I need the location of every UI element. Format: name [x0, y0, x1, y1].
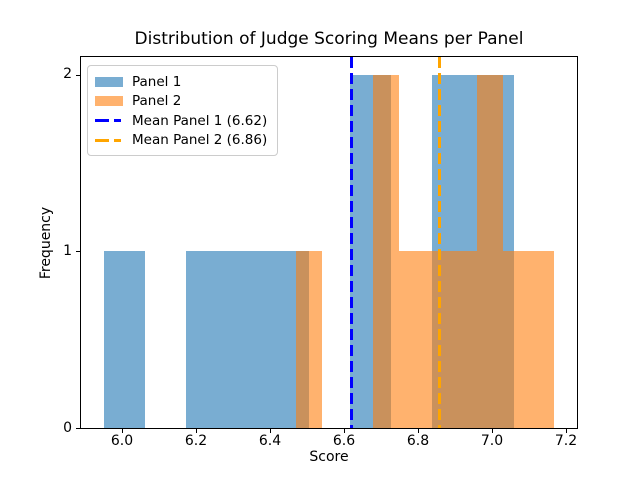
- y-axis-label: Frequency: [38, 206, 54, 280]
- mean-line-mean-panel-1: [349, 57, 353, 428]
- x-tick: [492, 429, 493, 433]
- x-tick-label: 7.0: [480, 433, 504, 449]
- x-tick-label: 6.0: [110, 433, 134, 449]
- hist-bar-panel-1: [185, 251, 227, 428]
- legend-label: Mean Panel 1 (6.62): [132, 112, 268, 129]
- x-tick: [344, 429, 345, 433]
- hist-bar-panel-2: [476, 74, 503, 428]
- hist-bar-panel-2: [373, 74, 400, 428]
- x-axis-label: Score: [309, 449, 349, 465]
- legend-dashed-line-swatch: [95, 138, 123, 142]
- x-tick-label: 6.2: [184, 433, 208, 449]
- hist-bar-panel-1: [226, 251, 268, 428]
- legend-label: Panel 1: [132, 73, 182, 90]
- y-tick-label: 0: [63, 419, 72, 436]
- legend-label: Mean Panel 2 (6.86): [132, 132, 268, 149]
- legend: Panel 1 Panel 2 Mean Panel 1 (6.62) Mean Pa…: [87, 65, 278, 156]
- legend-row: Panel 2: [95, 92, 270, 112]
- mean-line-mean-panel-2: [438, 57, 442, 428]
- hist-bar-panel-2: [528, 251, 555, 428]
- hist-bar-panel-2: [399, 251, 426, 428]
- hist-bar-panel-2: [425, 251, 451, 428]
- y-tick: [76, 75, 80, 76]
- hist-bar-panel-2: [451, 251, 477, 428]
- bars-layer: [81, 57, 577, 428]
- legend-dashed-line-swatch: [95, 119, 123, 123]
- plot-area: Panel 1 Panel 2 Mean Panel 1 (6.62) Mean Pa…: [80, 56, 578, 429]
- legend-row: Mean Panel 1 (6.62): [95, 111, 270, 131]
- legend-row: Panel 1: [95, 72, 270, 92]
- x-tick: [418, 429, 419, 433]
- legend-patch-swatch: [95, 76, 123, 87]
- hist-bar-panel-2: [502, 251, 529, 428]
- x-tick: [196, 429, 197, 433]
- x-tick-label: 6.4: [258, 433, 282, 449]
- chart-title: Distribution of Judge Scoring Means per …: [134, 29, 524, 49]
- legend-row: Mean Panel 2 (6.86): [95, 131, 270, 151]
- legend-patch-swatch: [95, 96, 123, 107]
- hist-bar-panel-1: [103, 251, 145, 428]
- x-tick-label: 6.8: [406, 433, 430, 449]
- legend-label: Panel 2: [132, 93, 182, 110]
- y-tick-label: 2: [63, 66, 72, 83]
- x-tick: [566, 429, 567, 433]
- x-tick: [122, 429, 123, 433]
- x-tick-label: 7.2: [554, 433, 578, 449]
- y-tick-label: 1: [63, 242, 72, 259]
- x-tick: [270, 429, 271, 433]
- x-tick-label: 6.6: [332, 433, 356, 449]
- y-tick: [76, 428, 80, 429]
- mean-lines-layer: [81, 57, 577, 428]
- hist-bar-panel-2: [295, 251, 322, 428]
- y-tick: [76, 251, 80, 252]
